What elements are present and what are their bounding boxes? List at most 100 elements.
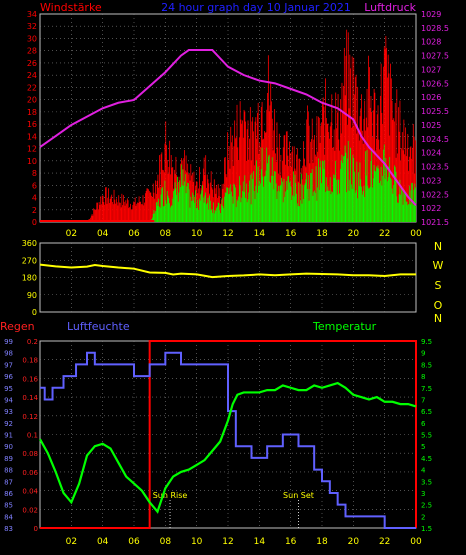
wind-avg-bar [191,192,193,222]
wind-gust-bar [90,215,92,222]
wind-gust-bar [147,188,149,222]
wind-avg-bar [155,202,157,222]
wind-avg-bar [155,211,156,222]
wind-avg-bar [202,197,204,222]
temperature-tick-label: 1.5 [421,525,432,533]
rain-tick-label: 0.08 [22,450,38,458]
wind-gust-bar [350,127,352,222]
wind-avg-bar [296,193,297,222]
wind-avg-bar [340,160,342,222]
wind-avg-bar [309,189,311,222]
wind-avg-bar [318,189,320,222]
humidity-tick-label: 98 [4,350,13,358]
wind-gust-bar [153,192,155,222]
humidity-tick-label: 93 [4,408,13,416]
wind-avg-bar [339,193,341,222]
wind-avg-bar [257,166,259,222]
wind-gust-bar [354,77,356,222]
wind-gust-bar [331,94,333,222]
pressure-tick-label: 1029 [421,10,441,19]
wind-avg-bar [181,164,182,222]
wind-avg-bar [232,203,234,222]
wind-avg-bar [211,208,213,222]
wind-avg-bar [261,147,263,222]
wind-gust-bar [237,147,239,222]
wind-avg-bar [353,158,355,222]
wind-avg-bar [238,196,239,222]
wind-gust-bar [230,126,232,222]
wind-gust-bar [263,138,265,222]
wind-avg-bar [287,176,289,222]
wind-avg-bar [337,179,339,222]
wind-avg-bar [288,175,290,222]
wind-avg-bar [255,185,257,222]
wind-avg-bar [408,185,410,222]
wind-gust-bar [297,181,299,222]
wind-gust-bar [292,146,294,222]
wind-avg-bar [370,160,372,222]
wind-avg-bar [213,202,214,222]
wind-gust-bar [150,192,152,222]
wind-gust-bar [212,189,214,222]
wind-avg-bar [285,191,286,222]
wind-avg-bar [221,198,223,222]
wind-avg-bar [205,192,207,222]
wind-avg-bar [188,189,190,222]
wind-avg-bar [207,197,209,222]
compass-label: N [434,240,442,253]
wind-avg-bar [355,190,357,222]
wind-gust-bar [202,168,204,222]
wind-avg-bar [179,180,181,222]
x-tick-label: 18 [316,229,328,239]
wind-avg-bar [313,191,315,222]
temperature-tick-label: 7 [421,396,425,404]
wind-avg-bar [341,154,343,222]
wind-avg-bar [271,157,273,222]
x-tick-label: 12 [222,229,233,239]
wind-avg-bar [379,183,380,222]
wind-avg-bar [322,160,323,222]
wind-gust-bar [101,204,102,222]
x-tick-label: 06 [128,229,140,239]
wind-avg-bar [281,177,283,222]
wind-avg-bar [267,163,268,222]
wind-avg-bar [379,180,381,222]
wind-gust-bar [374,92,376,223]
wind-gust-bar [234,120,236,222]
temperature-tick-label: 5 [421,443,425,451]
wind-gust-bar [381,112,383,222]
humidity-line [40,351,416,529]
wind-tick-label: 32 [27,22,37,31]
wind-avg-bar [203,202,205,222]
wind-gust-bar [254,121,256,222]
wind-gust-bar [242,137,244,222]
wind-tick-label: 30 [27,34,37,43]
wind-gust-bar [157,174,159,222]
pressure-tick-label: 1028.5 [421,24,449,33]
wind-avg-bar [293,196,295,222]
wind-avg-bar [189,207,191,222]
wind-gust-bar [145,190,147,222]
wind-gust-bar [154,198,156,222]
wind-avg-bar [176,194,178,222]
wind-avg-bar [275,183,277,222]
humidity-tick-label: 85 [4,502,13,510]
wind-gust-bar [148,190,150,222]
x-tick-label: 22 [379,537,390,547]
humidity-tick-label: 97 [4,361,13,369]
wind-avg-bar [199,200,201,222]
wind-gust-bar [413,136,415,222]
humidity-tick-label: 88 [4,467,13,475]
wind-avg-bar [405,201,407,222]
wind-avg-bar [382,175,384,222]
wind-avg-bar [162,187,163,222]
wind-gust-bar [406,148,408,222]
rain-tick-label: 0.02 [22,506,38,514]
wind-avg-bar [172,198,174,222]
sun-rise-label: Sun Rise [153,491,188,500]
wind-gust-bar [256,113,258,222]
wind-gust-bar [390,63,391,222]
wind-tick-label: 28 [27,47,37,56]
wind-avg-bar [398,194,400,222]
wind-gust-bar [276,122,278,222]
